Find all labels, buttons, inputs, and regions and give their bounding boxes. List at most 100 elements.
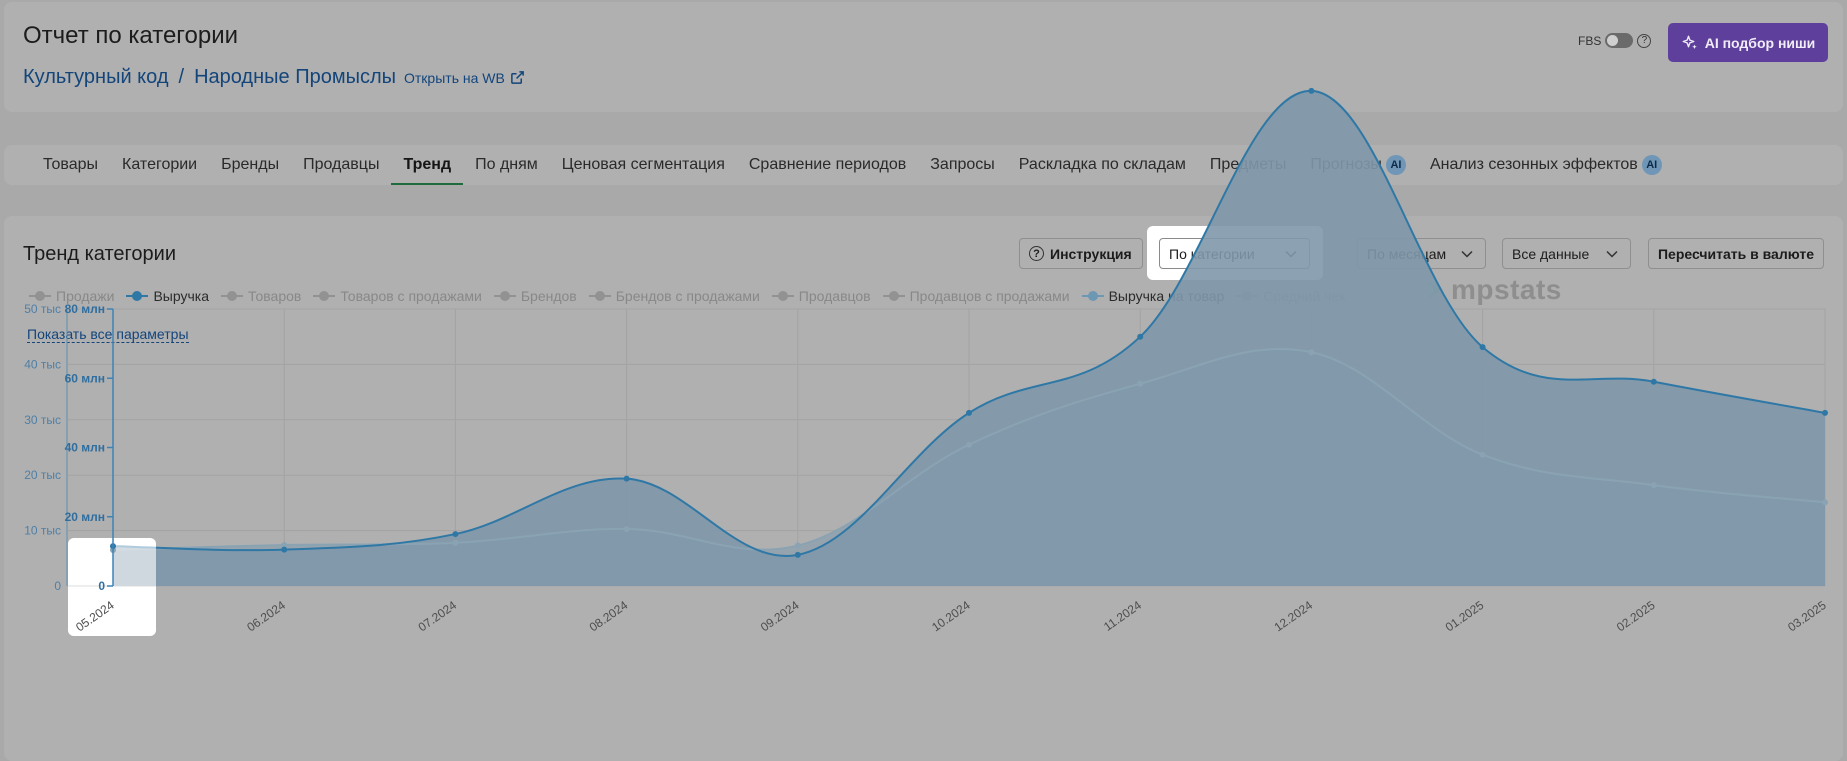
x-tick-label: 08.2024 xyxy=(587,598,631,635)
legend-item[interactable]: Продавцов xyxy=(771,288,871,304)
y-right-tick-label: 40 млн xyxy=(65,441,105,455)
tab-label: Бренды xyxy=(221,156,280,173)
legend-label: Продавцов с продажами xyxy=(909,288,1070,304)
area-revenue xyxy=(113,90,1825,586)
point-revenue-per-item xyxy=(966,441,972,448)
breadcrumb: Культурный код / Народные Промыслы Откры… xyxy=(23,66,525,89)
legend-marker xyxy=(588,291,611,301)
legend-marker xyxy=(771,291,794,301)
tab-item[interactable]: Сравнение периодов xyxy=(737,145,918,185)
ai-niche-label: AI подбор ниши xyxy=(1704,34,1816,51)
point-revenue xyxy=(452,531,459,538)
breadcrumb-item-current[interactable]: Народные Промыслы xyxy=(194,66,396,88)
instruction-label: Инструкция xyxy=(1050,245,1132,262)
instruction-button[interactable]: ? Инструкция xyxy=(1019,238,1143,269)
legend-label: Продажи xyxy=(56,288,115,304)
mpstats-logo-text: mpstats xyxy=(1451,274,1562,305)
point-revenue xyxy=(281,546,288,553)
point-revenue xyxy=(1479,344,1486,351)
tab-item[interactable]: Запросы xyxy=(918,145,1007,185)
point-revenue xyxy=(1650,378,1657,385)
fbs-label: FBS xyxy=(1578,33,1602,48)
point-revenue-per-item xyxy=(623,525,630,532)
legend-item[interactable]: Продажи xyxy=(29,288,114,304)
tab-item[interactable]: Тренд xyxy=(391,145,463,185)
y-left-tick-label: 30 тыс xyxy=(24,413,61,427)
tab-item[interactable]: По дням xyxy=(463,145,550,185)
y-left-tick-label: 40 тыс xyxy=(24,357,61,371)
tab-label: Раскладка по складам xyxy=(1018,156,1186,173)
y-right-tick-label: 0 xyxy=(98,579,105,593)
legend-item[interactable]: Брендов с продажами xyxy=(588,288,760,304)
y-right-tick-label: 20 млн xyxy=(65,510,105,524)
point-revenue-per-item xyxy=(452,539,459,546)
open-on-wb-label: Открыть на WB xyxy=(404,69,505,86)
fbs-toggle[interactable] xyxy=(1605,33,1634,48)
y-right-tick-label: 80 млн xyxy=(65,302,105,316)
tab-label: По дням xyxy=(475,156,538,173)
point-revenue-per-item xyxy=(1308,349,1315,356)
tab-item[interactable]: Ценовая сегментация xyxy=(550,145,737,185)
y-right-tick-label: 60 млн xyxy=(65,371,105,385)
recalculate-currency-button[interactable]: Пересчитать в валюте xyxy=(1648,238,1824,269)
legend-marker xyxy=(882,291,905,301)
legend-item[interactable]: Продавцов с продажами xyxy=(882,288,1070,304)
ai-niche-button[interactable]: AI подбор ниши xyxy=(1668,23,1828,62)
legend-item[interactable]: Брендов xyxy=(493,288,577,304)
external-link-icon xyxy=(510,71,524,84)
line-revenue xyxy=(112,89,1826,557)
tab-label: Ценовая сегментация xyxy=(561,156,725,173)
legend-marker xyxy=(1081,291,1104,301)
x-tick-label: 10.2024 xyxy=(929,598,973,635)
y-left-tick-label: 10 тыс xyxy=(24,524,61,538)
point-revenue-per-item xyxy=(794,542,801,549)
chevron-down-icon xyxy=(1606,250,1618,258)
point-revenue xyxy=(1308,87,1315,94)
x-tick-label: 06.2024 xyxy=(244,598,288,635)
tab-item[interactable]: Бренды xyxy=(209,145,291,185)
point-revenue xyxy=(1137,333,1144,340)
tab-label: Категории xyxy=(122,156,198,173)
tab-label: Анализ сезонных эффектов xyxy=(1429,156,1638,173)
legend-item[interactable]: Товаров с продажами xyxy=(313,288,482,304)
help-icon[interactable]: ? xyxy=(1637,33,1652,48)
open-on-wb-link[interactable]: Открыть на WB xyxy=(404,70,525,86)
point-revenue xyxy=(966,409,972,416)
data-range-select-value: Все данные xyxy=(1512,245,1590,262)
question-icon: ? xyxy=(1029,246,1044,261)
sparkle-icon xyxy=(1682,35,1697,49)
tab-item[interactable]: Продавцы xyxy=(291,145,391,185)
legend-label: Брендов с продажами xyxy=(615,288,760,304)
legend-marker xyxy=(29,291,51,301)
tab-label: Сравнение периодов xyxy=(748,156,907,173)
tab-item[interactable]: Категории xyxy=(110,145,209,185)
legend-label: Брендов xyxy=(520,288,577,304)
y-left-tick-label: 50 тыс xyxy=(24,302,61,316)
ai-badge: AI xyxy=(1641,155,1662,175)
data-range-select[interactable]: Все данные xyxy=(1502,238,1631,269)
x-tick-label: 03.2025 xyxy=(1785,598,1829,635)
tab-item[interactable]: Товары xyxy=(31,145,110,185)
legend-item[interactable]: Товаров xyxy=(221,288,301,304)
legend-marker xyxy=(221,291,244,301)
point-revenue-per-item xyxy=(1137,380,1144,387)
trend-title: Тренд категории xyxy=(23,243,176,265)
page-title: Отчет по категории xyxy=(23,22,239,49)
tab-list: Товары Категории Бренды Продавцы Тренд По дня… xyxy=(31,145,1674,185)
tab-item[interactable]: Анализ сезонных эффектов AI xyxy=(1418,145,1674,185)
date-highlight-overlay xyxy=(68,538,156,636)
tab-label: Запросы xyxy=(930,156,995,173)
report-header: Отчет по категории Культурный код / Наро… xyxy=(4,2,1843,112)
point-revenue xyxy=(623,475,630,482)
point-revenue xyxy=(1822,409,1828,416)
legend-item[interactable]: Выручка xyxy=(126,288,209,304)
breadcrumb-item-parent[interactable]: Культурный код xyxy=(23,66,169,88)
tab-item[interactable]: Раскладка по складам xyxy=(1007,145,1198,185)
tab-label: Товары xyxy=(43,156,99,173)
point-revenue-per-item xyxy=(1650,482,1657,489)
tab-label: Тренд xyxy=(403,156,452,173)
tabs-bar: Товары Категории Бренды Продавцы Тренд По дня… xyxy=(4,145,1843,185)
legend-marker xyxy=(313,291,336,301)
x-tick-label: 01.2025 xyxy=(1443,598,1487,635)
x-tick-label: 12.2024 xyxy=(1272,598,1316,635)
